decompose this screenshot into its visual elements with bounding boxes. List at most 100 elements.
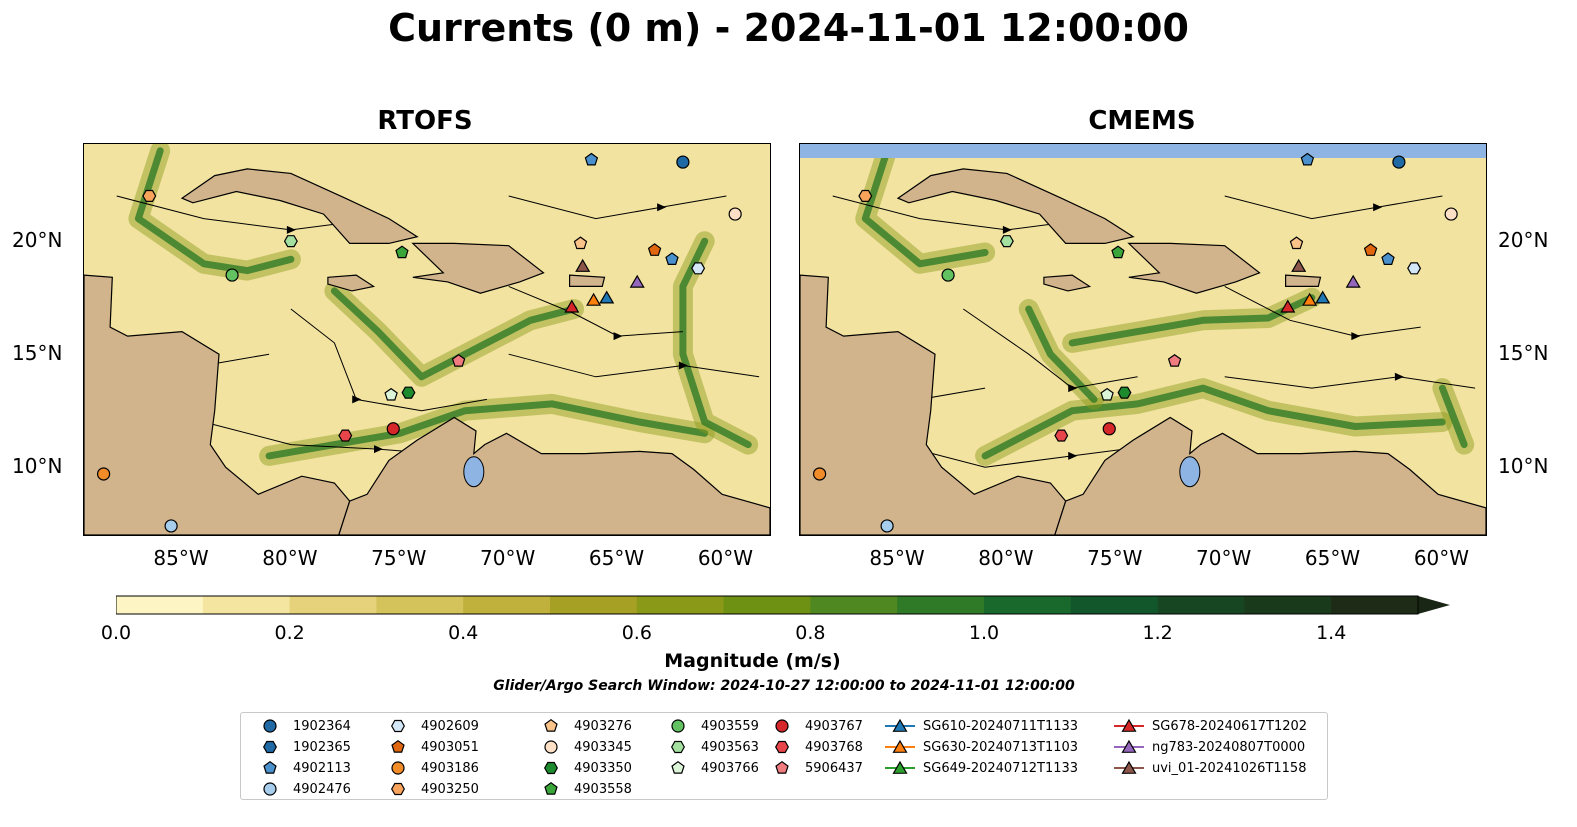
lon-tick-label: 60°W [697,546,754,570]
map-canvas [800,144,1486,535]
colorbar-bin [810,596,898,614]
platform-marker [1117,386,1132,399]
platform-marker [999,235,1014,248]
legend-item: 4903559 [661,716,759,736]
legend-item-label: SG630-20240713T1103 [923,739,1079,755]
legend-item: uvi_01-20241026T1158 [1112,758,1306,778]
colorbar-tick-label: 1.2 [1142,622,1173,644]
legend-marker-icon [544,718,558,732]
colorbar-tick-label: 0.8 [795,622,826,644]
legend-item: 4903558 [534,779,632,799]
legend-item-label: 1902365 [293,739,351,755]
legend-marker-icon [391,782,405,796]
legend-item: 4902609 [381,716,479,736]
lon-tick-label: 70°W [1196,546,1252,570]
platform-marker [451,353,466,367]
platform-marker [599,290,615,304]
legend-item: 1902365 [253,737,351,757]
legend-marker-icon [1121,739,1137,753]
legend-item: 4903768 [765,737,863,757]
map-cmems [799,143,1487,536]
legend-marker-icon [391,739,405,753]
platform-marker [647,243,662,256]
legend-marker-icon [671,719,685,733]
platform-marker [142,189,157,203]
lat-tick-label-right: 20°N [1498,228,1549,253]
colorbar-bin [1070,596,1159,614]
legend-marker-icon [544,781,558,795]
legend-item: 4902113 [253,758,351,778]
legend-marker-icon [263,782,277,796]
lon-tick-label: 60°W [1413,546,1470,570]
platform-marker [1302,292,1318,306]
platform-marker [1345,274,1361,288]
colorbar [116,595,1450,615]
lon-tick-label: 75°W [371,546,427,570]
legend-item: SG630-20240713T1103 [883,737,1078,757]
colorbar-bin [1244,596,1332,614]
platform-marker [1315,290,1331,304]
panel-title-cmems: CMEMS [1088,106,1196,136]
legend-item: SG649-20240712T1133 [883,758,1078,778]
legend-item: ng783-20240807T0000 [1112,737,1305,757]
legend-item: 4903350 [534,758,632,778]
legend-item-label: 4903766 [701,760,759,776]
legend-item-label: 4903563 [701,739,759,755]
lat-tick-label-left: 10°N [12,454,63,479]
legend-item-label: 4903186 [421,760,479,776]
lat-tick-label-left: 15°N [12,341,63,366]
legend-item-label: 4902609 [421,718,479,734]
legend-item-label: 4903051 [421,739,479,755]
legend-item-label: 4903559 [701,718,759,734]
legend-item-label: 4903350 [574,760,632,776]
platform-marker [575,258,591,272]
colorbar-bin [984,596,1072,614]
lon-tick-label: 80°W [978,546,1034,570]
colorbar-bin [897,596,985,614]
platform-marker [1100,387,1114,401]
colorbar-bin [723,596,811,614]
legend: 1902364 1902365 4902113 4902476 4902609 49030… [240,712,1328,800]
legend-item-label: 4903767 [805,718,863,734]
platform-marker [665,252,679,266]
legend-item-label: SG678-20240617T1202 [1152,718,1308,734]
colorbar-bin [636,596,725,614]
legend-item: 4903051 [381,737,479,757]
legend-marker-icon [671,760,685,774]
platform-marker [283,235,298,248]
map-rtofs [83,143,771,536]
platform-marker [1407,262,1422,275]
lon-tick-label: 80°W [262,546,318,570]
lon-tick-label: 65°W [588,546,645,570]
colorbar-tick-label: 1.4 [1316,622,1347,644]
colorbar-tick-label: 0.2 [274,622,305,644]
legend-marker-icon [671,740,685,754]
platform-marker [1289,236,1304,250]
platform-marker [573,236,588,250]
legend-marker-icon [775,760,789,774]
platform-marker [1280,299,1296,313]
platform-marker [1111,245,1125,259]
legend-marker-icon [1121,760,1137,774]
lon-tick-label: 65°W [1304,546,1361,570]
legend-marker-icon [263,740,277,754]
legend-marker-icon [775,740,789,754]
legend-item: 4903563 [661,737,759,757]
colorbar-label: Magnitude (m/s) [664,650,841,672]
platform-marker [1300,152,1315,166]
legend-item: 5906437 [765,758,863,778]
legend-marker-icon [544,761,558,775]
platform-marker [1102,422,1116,436]
colorbar-bin [202,596,291,614]
legend-marker-icon [892,739,908,753]
lat-tick-label-right: 15°N [1498,341,1549,366]
colorbar-bin [550,596,638,614]
legend-item: 4903186 [381,758,479,778]
legend-item-label: 4903345 [574,739,632,755]
legend-marker-icon [544,740,558,754]
legend-item: SG678-20240617T1202 [1112,716,1307,736]
lon-tick-label: 85°W [153,546,209,570]
colorbar-bin [289,596,377,614]
lat-tick-label-left: 20°N [12,228,63,253]
platform-marker [1381,252,1395,266]
